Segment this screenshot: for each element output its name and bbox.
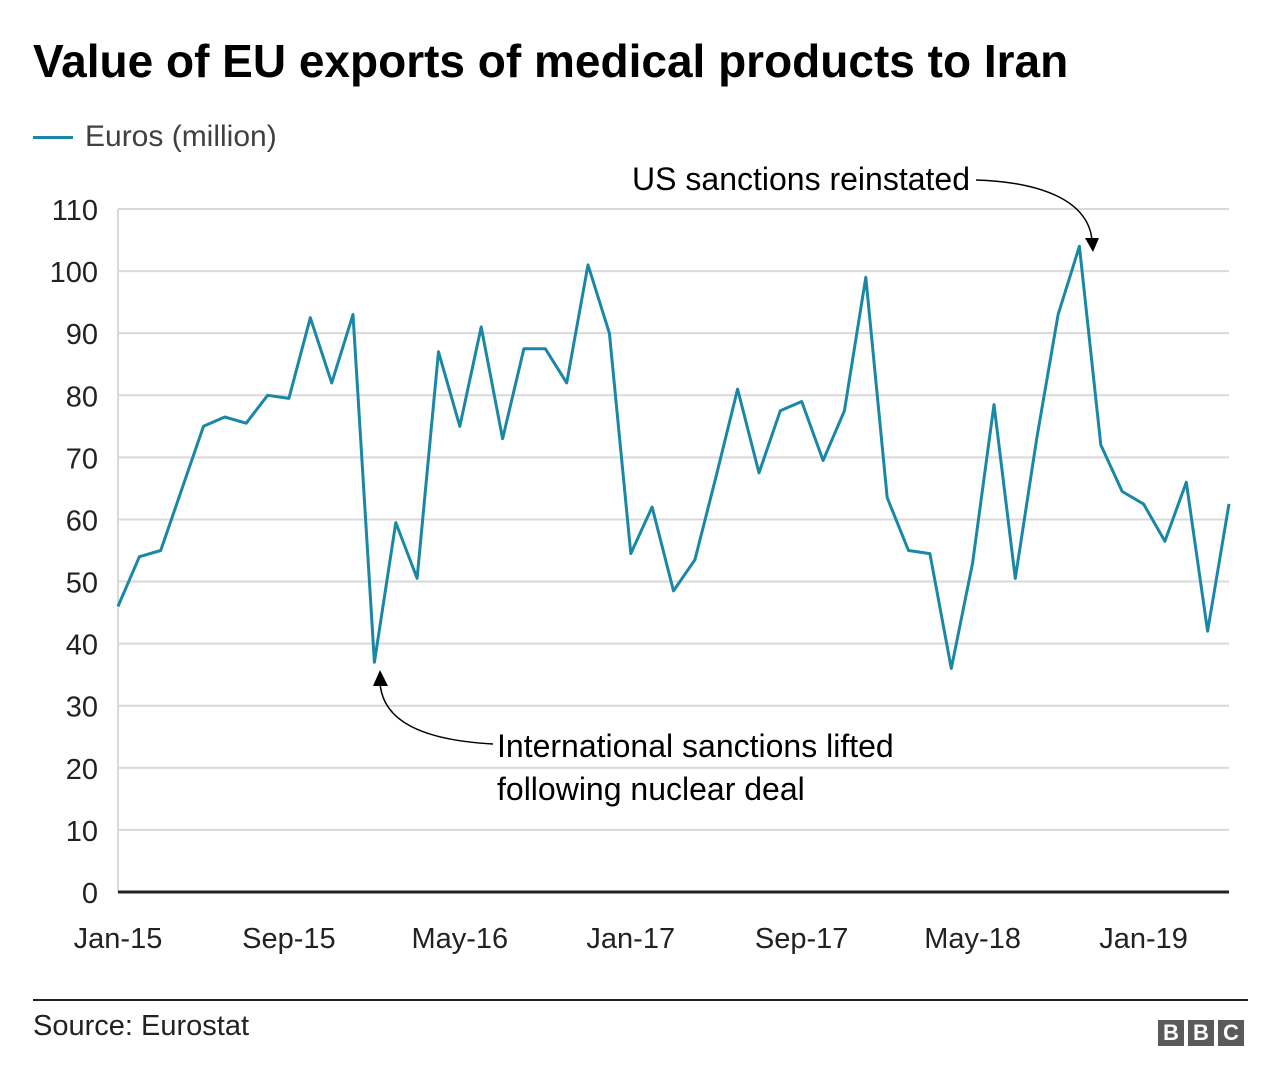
y-tick-label: 80 [66,381,98,413]
y-tick-label: 10 [66,816,98,848]
x-tick-label: Jan-19 [1099,923,1188,955]
y-tick-label: 0 [82,878,98,910]
logo-letter: C [1218,1020,1244,1046]
x-tick-label: Sep-15 [242,923,336,955]
x-tick-label: Jan-15 [74,923,163,955]
y-tick-label: 30 [66,692,98,724]
logo-letter: B [1158,1020,1184,1046]
legend-swatch [33,135,73,139]
bbc-logo: B B C [1158,1020,1244,1046]
legend-label: Euros (million) [85,120,277,153]
annotation-us-sanctions: US sanctions reinstated [632,161,970,197]
annotations: US sanctions reinstated International sa… [373,161,1099,807]
line-chart: 0 10 20 30 40 50 60 70 80 90 100 110 Jan-15 Sep-15 Ma… [50,161,1231,955]
series-line [116,244,1231,670]
x-tick-label: Jan-17 [586,923,675,955]
logo-letter: B [1188,1020,1214,1046]
annotation-sanctions-lifted-line1: International sanctions lifted [497,728,894,764]
annotation-arrowhead-lifted [373,670,388,686]
y-tick-label: 40 [66,630,98,662]
y-tick-label: 110 [52,195,98,227]
source-note: Source: Eurostat [33,1010,249,1042]
annotation-arrow-us [975,179,1093,241]
x-tick-label: Sep-17 [755,923,849,955]
y-tick-label: 100 [50,257,98,289]
legend: Euros (million) [33,120,277,154]
y-tick-label: 50 [66,568,98,600]
footer-divider [33,999,1248,1001]
annotation-arrowhead-us [1085,238,1099,252]
y-tick-label: 60 [66,505,98,537]
y-tick-label: 90 [66,319,98,351]
x-tick-label: May-18 [924,923,1021,955]
y-tick-label: 70 [66,443,98,475]
chart-title: Value of EU exports of medical products … [33,35,1069,87]
annotation-sanctions-lifted-line2: following nuclear deal [497,771,805,807]
x-tick-label: May-16 [411,923,508,955]
y-tick-label: 20 [66,754,98,786]
annotation-arrow-lifted [379,681,494,745]
